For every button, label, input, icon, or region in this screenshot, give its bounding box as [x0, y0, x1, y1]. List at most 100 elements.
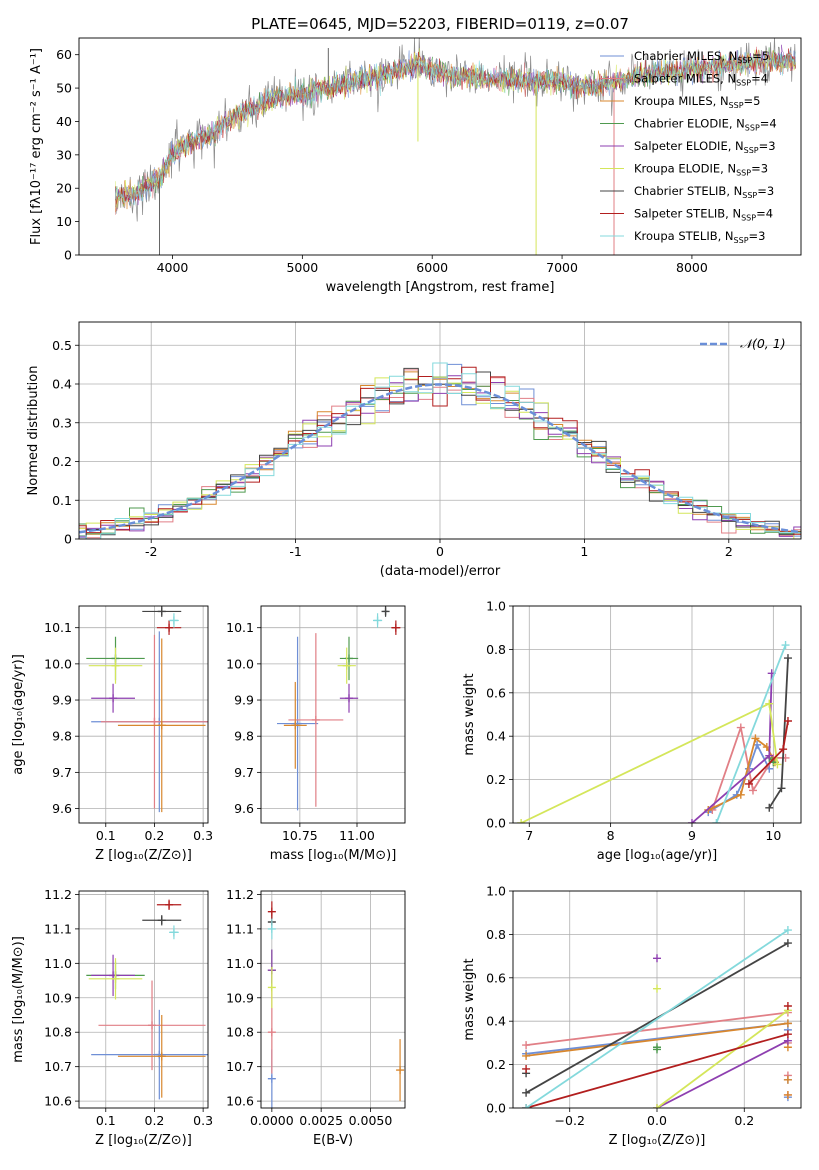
y-tick-label: 10.1: [226, 620, 254, 635]
x-tick-label: 6000: [416, 260, 448, 275]
x-tick-label: 11.00: [339, 828, 375, 843]
x-tick-label: 0.3: [193, 1113, 213, 1128]
y-tick-label: 40: [56, 114, 72, 129]
point-chabrier_stelib: [381, 607, 390, 616]
legend-subscript: SSP: [736, 169, 751, 178]
y-tick-label: 0.4: [52, 377, 72, 392]
axes-frame: [78, 605, 209, 824]
x-tick-label: 1: [580, 544, 588, 559]
mw-line-kroupa_elodie: [656, 1009, 789, 1108]
mw-point-kroupa_elodie: [653, 984, 661, 993]
legend-label-chabrier_stelib: Chabrier STELIB, NSSP=3: [634, 184, 774, 200]
mw-point-salpeter_miles: [522, 1041, 531, 1050]
y-tick-label: 0.4: [486, 1014, 506, 1029]
legend-text: Salpeter ELODIE, N: [634, 139, 744, 153]
y-tick-label: 9.7: [52, 765, 72, 780]
x-axis-label: (data-model)/error: [380, 564, 501, 579]
mw-point-kroupa_miles: [751, 734, 760, 743]
legend-text: Chabrier ELODIE, N: [634, 117, 745, 131]
mw-point-salpeter_miles: [736, 723, 745, 732]
y-tick-label: 10.9: [226, 990, 254, 1005]
legend-label-chabrier_miles: Chabrier MILES, NSSP=5: [634, 49, 769, 65]
mw-point-kroupa_miles: [736, 790, 745, 799]
mw-point-chabrier_stelib: [777, 784, 786, 793]
y-tick-label: 30: [56, 147, 72, 162]
mw-point-kroupa_elodie: [517, 819, 526, 823]
y-tick-label: 0.8: [486, 642, 506, 657]
y-tick-label: 0.2: [486, 772, 506, 787]
y-tick-label: 10.8: [44, 1025, 72, 1040]
y-tick-label: 11.0: [44, 956, 72, 971]
point-salpeter_stelib: [391, 623, 400, 632]
legend-text: Chabrier STELIB, N: [634, 184, 742, 198]
point-salpeter_stelib: [165, 623, 174, 632]
x-tick-label: 0.0050: [349, 1113, 393, 1128]
y-tick-label: 0.2: [52, 454, 72, 469]
legend-label-kroupa_elodie: Kroupa ELODIE, NSSP=3: [634, 162, 768, 178]
x-tick-label: 4000: [157, 260, 189, 275]
x-axis-label: wavelength [Angstrom, rest frame]: [326, 280, 555, 295]
x-tick-label: 9: [688, 828, 696, 843]
spectrum-line-kroupa_stelib: [115, 50, 796, 206]
histogram-salpeter_stelib: [79, 366, 801, 535]
panel-age_vs_mass: 10.75 11.00 9.6 9.7 9.8 9.9 10.0 10.1 mass [log₁…: [226, 605, 406, 863]
mw-point-salpeter_miles: [749, 786, 757, 795]
y-tick-label: 0.4: [486, 729, 506, 744]
y-tick-label: 10.6: [44, 1094, 72, 1109]
spectrum-line-kroupa_elodie: [115, 48, 796, 208]
point-kroupa_elodie: [111, 661, 120, 670]
legend-text: Salpeter MILES, N: [634, 72, 736, 86]
point-chabrier_stelib: [157, 607, 166, 616]
legend-subscript: SSP: [742, 191, 757, 200]
mw-point-salpeter_elodie: [653, 954, 661, 963]
x-tick-label: 0.2: [145, 1113, 165, 1128]
legend-subscript: SSP: [745, 124, 760, 133]
panel-spectrum: 4000 5000 6000 7000 8000 0 10 20 30 40 50 60 wavelen…: [29, 37, 802, 295]
panel-mw_vs_age: 7 8 9 10 0.0 0.2 0.4 0.6 0.8 1.0 age [log₁₀(age/yr…: [462, 599, 802, 863]
legend-nssp: =5: [752, 49, 769, 63]
y-tick-label: 11.0: [226, 956, 254, 971]
y-tick-label: 0.2: [486, 1057, 506, 1072]
panel-mass_vs_Z: 0.1 0.2 0.3 10.6 10.7 10.8 10.9 11.0 11.1 11.2 Z […: [11, 887, 213, 1148]
y-tick-label: 1.0: [486, 884, 506, 899]
legend-subscript: SSP: [741, 214, 756, 223]
plot-area: [522, 926, 792, 1108]
panel-age_vs_Z: 0.1 0.2 0.3 9.6 9.7 9.8 9.9 10.0 10.1 Z [log₁₀(Z/…: [11, 605, 213, 863]
point-salpeter_miles: [267, 1028, 276, 1037]
y-tick-label: 10.7: [226, 1059, 254, 1074]
mw-line-salpeter_miles: [525, 1011, 789, 1046]
figure-title: PLATE=0645, MJD=52203, FIBERID=0119, z=0…: [251, 15, 629, 33]
y-axis-label: Flux [fλ10⁻¹⁷ erg cm⁻² s⁻¹ A⁻¹]: [29, 48, 44, 245]
y-tick-label: 9.7: [234, 765, 254, 780]
legend-text: Kroupa STELIB, N: [634, 229, 734, 243]
x-tick-label: 0.2: [145, 828, 165, 843]
x-tick-label: 5000: [286, 260, 318, 275]
point-chabrier_stelib: [157, 916, 166, 925]
point-salpeter_miles: [311, 715, 320, 724]
mw-point-salpeter_stelib: [783, 1002, 792, 1011]
x-tick-label: 8000: [676, 260, 708, 275]
mw-point-chabrier_stelib: [783, 654, 792, 663]
point-kroupa_miles: [291, 721, 300, 730]
y-tick-label: 0.0: [486, 1101, 506, 1116]
axes-frame: [260, 605, 406, 824]
y-tick-label: 0.1: [52, 493, 72, 508]
legend-label-salpeter_elodie: Salpeter ELODIE, NSSP=3: [634, 139, 776, 155]
mw-point-kroupa_stelib: [781, 641, 790, 650]
y-tick-label: 10.6: [226, 1094, 254, 1109]
histogram-kroupa_stelib: [79, 362, 801, 539]
y-tick-label: 0.0: [486, 816, 506, 831]
legend-nssp: =3: [759, 139, 776, 153]
mw-point-kroupa_stelib: [783, 926, 792, 935]
spectrum-line-salpeter_stelib: [115, 48, 796, 205]
mw-line-chabrier_stelib: [525, 942, 789, 1094]
y-tick-label: 9.8: [52, 729, 72, 744]
legend-subscript: SSP: [744, 146, 759, 155]
y-axis-label: mass weight: [462, 673, 477, 755]
point-kroupa_stelib: [169, 928, 178, 937]
point-kroupa_miles: [396, 1066, 405, 1075]
mw-point-salpeter_stelib: [522, 1064, 531, 1073]
legend-subscript: SSP: [736, 79, 751, 88]
